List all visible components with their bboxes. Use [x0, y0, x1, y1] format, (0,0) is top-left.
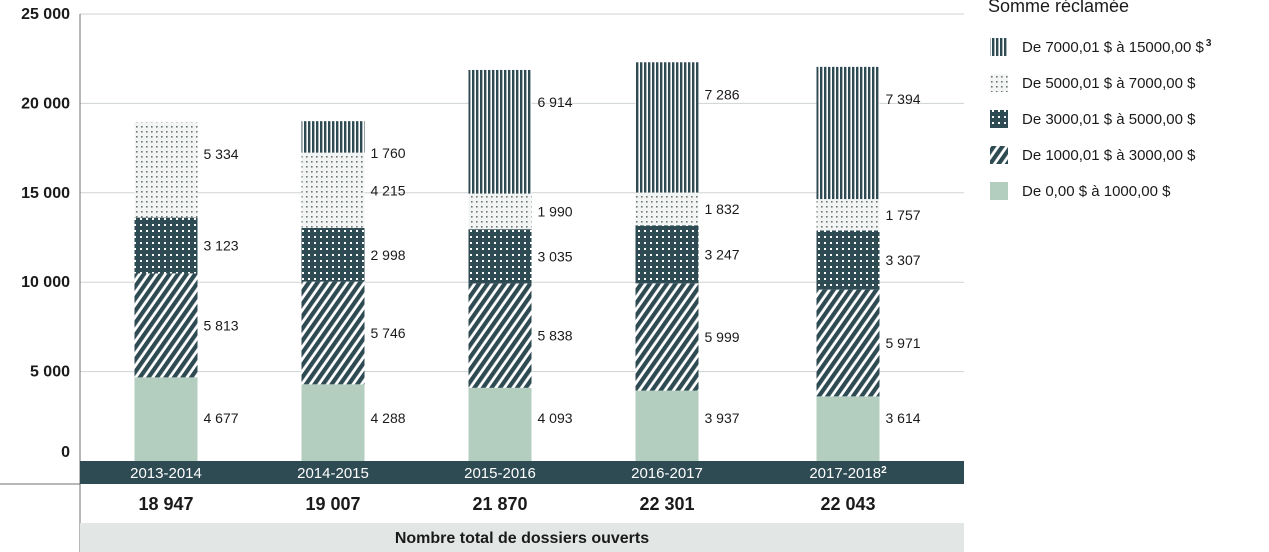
- bar-segment: [468, 283, 532, 388]
- segment-value-label: 3 123: [204, 238, 239, 254]
- segment-value-label: 1 757: [886, 207, 921, 223]
- legend: De 7000,01 $ à 15000,00 $3 De 5000,01 $ à…: [990, 38, 1212, 200]
- legend-entry-label: De 7000,01 $ à 15000,00 $3: [1022, 38, 1212, 56]
- legend-title: Somme réclamée: [988, 0, 1129, 16]
- category-label: 2016-2017: [631, 465, 703, 482]
- segment-value-label: 6 914: [538, 94, 573, 110]
- total-value: 21 870: [472, 494, 527, 514]
- bar-segment: [468, 193, 532, 230]
- segment-value-label: 3 035: [538, 248, 573, 264]
- bar-segment: [134, 377, 198, 461]
- total-values: 18 947 19 007 21 870 22 301 22 043: [138, 494, 875, 514]
- segment-value-label: 5 746: [371, 325, 406, 341]
- segment-value-label: 4 677: [204, 410, 239, 426]
- category-band: [80, 461, 964, 484]
- segment-value-label: 5 999: [705, 329, 740, 345]
- total-value: 18 947: [138, 494, 193, 514]
- total-value: 22 301: [639, 494, 694, 514]
- bar-segment: [301, 152, 365, 228]
- y-tick-label: 5 000: [30, 364, 70, 381]
- segment-value-label: 1 760: [371, 145, 406, 161]
- segment-value-label: 1 832: [705, 201, 740, 217]
- segment-value-label: 5 971: [886, 335, 921, 351]
- category-footnote: 2: [881, 465, 887, 476]
- category-labels: 2013-2014 2014-2015 2015-2016 2016-2017 2017…: [130, 465, 887, 482]
- y-tick-label: 15 000: [21, 185, 70, 202]
- segment-value-label: 3 937: [705, 410, 740, 426]
- bar-segment: [301, 384, 365, 461]
- bar-segment: [635, 192, 699, 226]
- bar-segment: [635, 390, 699, 461]
- bar-segment: [816, 396, 880, 461]
- y-axis-ticks: 0 5 000 10 000 15 000 20 000 25 000: [21, 6, 70, 461]
- segment-value-label: 4 215: [371, 182, 406, 198]
- segment-value-label: 4 288: [371, 410, 406, 426]
- legend-swatch: [990, 74, 1008, 92]
- bar-segment: [134, 217, 198, 274]
- legend-entry-label: De 5000,01 $ à 7000,00 $: [1022, 75, 1196, 92]
- bar-segment: [301, 121, 365, 153]
- segment-value-label: 2 998: [371, 247, 406, 263]
- bar-segment: [816, 66, 880, 200]
- segment-value-label: 5 813: [204, 317, 239, 333]
- bar-segment: [301, 227, 365, 282]
- bar-segment: [134, 122, 198, 218]
- total-value: 19 007: [305, 494, 360, 514]
- y-tick-label: 10 000: [21, 274, 70, 291]
- category-label: 2015-2016: [464, 465, 536, 482]
- category-label: 2013-2014: [130, 465, 202, 482]
- bar-segment: [134, 273, 198, 378]
- bar-segment: [816, 289, 880, 397]
- segment-labels: 4 677 5 813 3 123 5 334 4 288 5 746 2 998 4 215…: [204, 86, 921, 426]
- bar-segment: [468, 387, 532, 461]
- segment-value-label: 7 394: [886, 91, 921, 107]
- segment-value-label: 3 307: [886, 252, 921, 268]
- footer-band: [80, 523, 964, 552]
- legend-swatch: [990, 146, 1008, 164]
- category-label: 2017-20182: [809, 465, 887, 482]
- legend-entry-label: De 1000,01 $ à 3000,00 $: [1022, 147, 1196, 164]
- total-value: 22 043: [820, 494, 875, 514]
- legend-footnote: 3: [1206, 38, 1212, 49]
- bar-segment: [816, 230, 880, 290]
- segment-value-label: 1 990: [538, 203, 573, 219]
- bar-segment: [816, 199, 880, 231]
- category-label: 2014-2015: [297, 465, 369, 482]
- legend-entry-label: De 0,00 $ à 1000,00 $: [1022, 183, 1171, 200]
- y-tick-label: 25 000: [21, 6, 70, 23]
- bar-segment: [635, 283, 699, 391]
- legend-swatch: [990, 182, 1008, 200]
- bar-segment: [468, 229, 532, 284]
- segment-value-label: 7 286: [705, 86, 740, 102]
- footer-label: Nombre total de dossiers ouverts: [395, 530, 649, 547]
- legend-swatch: [990, 38, 1008, 56]
- bars: [134, 62, 880, 461]
- y-tick-label: 0: [61, 444, 70, 461]
- legend-swatch: [990, 110, 1008, 128]
- bar-segment: [635, 225, 699, 284]
- y-tick-label: 20 000: [21, 95, 70, 112]
- segment-value-label: 4 093: [538, 410, 573, 426]
- legend-entry-label: De 3000,01 $ à 5000,00 $: [1022, 111, 1196, 128]
- segment-value-label: 5 838: [538, 328, 573, 344]
- bar-segment: [301, 281, 365, 385]
- segment-value-label: 3 614: [886, 410, 921, 426]
- bar-segment: [635, 62, 699, 193]
- segment-value-label: 3 247: [705, 246, 740, 262]
- bar-segment: [468, 69, 532, 194]
- segment-value-label: 5 334: [204, 146, 239, 162]
